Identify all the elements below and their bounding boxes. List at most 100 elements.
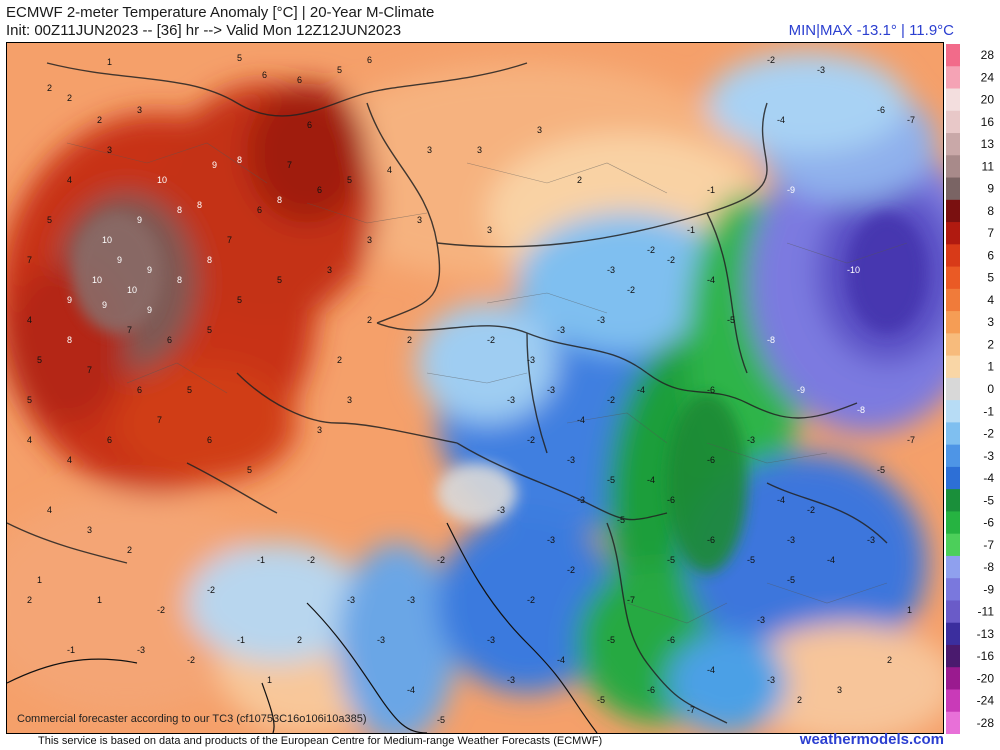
- anomaly-value-label: -4: [637, 385, 645, 395]
- anomaly-value-label: 6: [317, 185, 322, 195]
- anomaly-value-label: 6: [167, 335, 172, 345]
- anomaly-value-label: 6: [257, 205, 262, 215]
- anomaly-value-label: -7: [907, 435, 915, 445]
- anomaly-value-label: -9: [787, 185, 795, 195]
- legend-label: -8: [983, 560, 994, 574]
- legend-swatch: [946, 333, 960, 357]
- anomaly-value-label: -5: [667, 555, 675, 565]
- anomaly-value-label: 5: [37, 355, 42, 365]
- legend-label: -2: [983, 427, 994, 441]
- anomaly-value-label: -3: [347, 595, 355, 605]
- anomaly-value-label: -3: [137, 645, 145, 655]
- anomaly-value-label: -4: [707, 665, 715, 675]
- anomaly-value-label: -1: [257, 555, 265, 565]
- brand-link[interactable]: weathermodels.com: [799, 731, 944, 748]
- anomaly-value-label: 3: [347, 395, 352, 405]
- legend-swatch: [946, 110, 960, 134]
- anomaly-value-label: -4: [577, 415, 585, 425]
- legend-swatch: [946, 177, 960, 201]
- anomaly-value-label: -2: [437, 555, 445, 565]
- legend-label: 13: [981, 137, 995, 151]
- anomaly-value-label: 5: [337, 65, 342, 75]
- anomaly-value-label: 3: [537, 125, 542, 135]
- anomaly-value-label: -3: [567, 455, 575, 465]
- anomaly-value-label: 8: [177, 275, 182, 285]
- anomaly-value-label: -3: [497, 505, 505, 515]
- legend-swatch: [946, 88, 960, 112]
- anomaly-value-label: 6: [297, 75, 302, 85]
- anomaly-map: 1 2 2 2 3 5 6 6 5 6 6 7 8 9 8 10 8 9 10 9 9 10 10 9 9 9 8 8 7 6 8 6 5 4 3 3…: [6, 42, 944, 734]
- anomaly-value-label: -6: [667, 495, 675, 505]
- legend-swatch: [946, 377, 960, 401]
- anomaly-value-label: 10: [157, 175, 167, 185]
- anomaly-value-label: -7: [907, 115, 915, 125]
- anomaly-value-label: -2: [487, 335, 495, 345]
- anomaly-value-label: -3: [607, 265, 615, 275]
- anomaly-value-label: 5: [277, 275, 282, 285]
- legend-label: 5: [987, 271, 994, 285]
- anomaly-value-label: -5: [597, 695, 605, 705]
- legend-swatch: [946, 533, 960, 557]
- anomaly-value-label: -6: [647, 685, 655, 695]
- anomaly-value-label: -5: [727, 315, 735, 325]
- anomaly-value-label: -3: [867, 535, 875, 545]
- anomaly-value-label: -1: [687, 225, 695, 235]
- anomaly-value-label: -1: [707, 185, 715, 195]
- legend-swatch: [946, 444, 960, 468]
- legend-label: -1: [983, 404, 994, 418]
- anomaly-value-label: 3: [477, 145, 482, 155]
- legend-swatch: [946, 644, 960, 668]
- licensing-note: Commercial forecaster according to our T…: [17, 713, 367, 725]
- legend-label: -9: [983, 582, 994, 596]
- anomaly-value-label: -3: [817, 65, 825, 75]
- anomaly-value-label: -3: [787, 535, 795, 545]
- legend-label: -4: [983, 471, 994, 485]
- anomaly-value-label: 7: [27, 255, 32, 265]
- anomaly-value-label: 4: [67, 175, 72, 185]
- anomaly-value-label: 3: [87, 525, 92, 535]
- legend-swatch: [946, 355, 960, 379]
- map-title: ECMWF 2-meter Temperature Anomaly [°C] |…: [6, 4, 435, 21]
- anomaly-value-label: 3: [107, 145, 112, 155]
- anomaly-value-label: 3: [837, 685, 842, 695]
- legend-label: 24: [981, 70, 995, 84]
- anomaly-value-label: -3: [487, 635, 495, 645]
- anomaly-value-label: -5: [607, 635, 615, 645]
- anomaly-value-label: 5: [237, 53, 242, 63]
- anomaly-value-label: -2: [527, 595, 535, 605]
- anomaly-value-label: -6: [707, 455, 715, 465]
- anomaly-value-label: 5: [207, 325, 212, 335]
- anomaly-value-label: -5: [437, 715, 445, 725]
- anomaly-value-label: -2: [527, 435, 535, 445]
- anomaly-value-label: -3: [557, 325, 565, 335]
- anomaly-value-label: -8: [857, 405, 865, 415]
- legend-swatch: [946, 711, 960, 734]
- legend-label: 20: [981, 93, 995, 107]
- anomaly-value-label: 5: [347, 175, 352, 185]
- anomaly-value-label: 6: [107, 435, 112, 445]
- legend-swatch: [946, 288, 960, 312]
- legend-label: 6: [987, 248, 994, 262]
- legend-swatch: [946, 422, 960, 446]
- legend-label: -7: [983, 538, 994, 552]
- anomaly-value-label: 10: [92, 275, 102, 285]
- legend-label: -28: [977, 716, 995, 730]
- anomaly-value-label: -2: [207, 585, 215, 595]
- legend-label: 11: [982, 159, 995, 173]
- anomaly-value-label: 6: [137, 385, 142, 395]
- anomaly-value-label: 2: [887, 655, 892, 665]
- anomaly-value-label: -3: [577, 495, 585, 505]
- anomaly-value-label: -6: [707, 535, 715, 545]
- legend-swatch: [946, 466, 960, 490]
- anomaly-value-label: -3: [757, 615, 765, 625]
- anomaly-value-label: 5: [27, 395, 32, 405]
- anomaly-value-label: 2: [127, 545, 132, 555]
- anomaly-value-label: -5: [607, 475, 615, 485]
- legend-label: 0: [987, 382, 994, 396]
- anomaly-value-label: -2: [767, 55, 775, 65]
- anomaly-value-label: 1: [267, 675, 272, 685]
- anomaly-value-label: 2: [367, 315, 372, 325]
- anomaly-value-label: -2: [607, 395, 615, 405]
- legend-label: 1: [987, 360, 994, 374]
